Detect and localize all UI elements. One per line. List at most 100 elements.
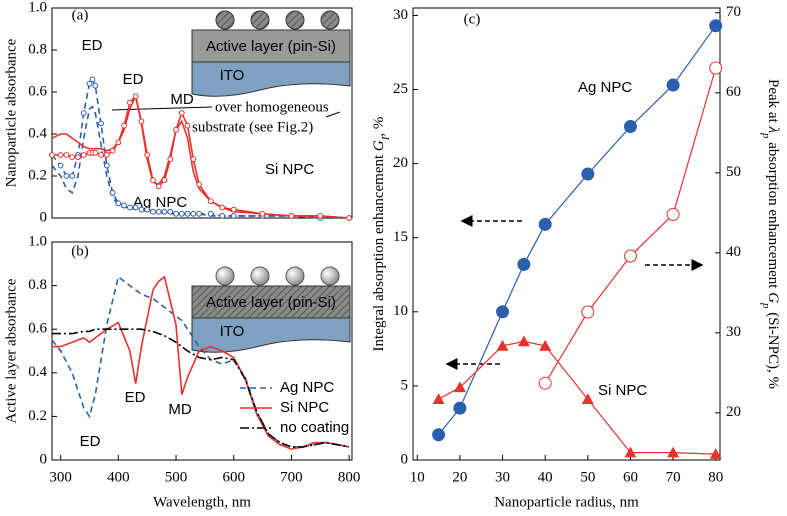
marker — [109, 189, 116, 196]
x-tick-label: 10 — [410, 469, 425, 485]
x-tick-label: 30 — [495, 469, 510, 485]
plot-frame — [51, 241, 353, 461]
marker — [121, 202, 128, 209]
marker — [178, 210, 185, 217]
y-tick-label: 0 — [40, 451, 48, 467]
y-tick-label: 0.8 — [28, 277, 47, 293]
panel-label: (a) — [72, 7, 89, 23]
y-axis-label: Active layer absorbance — [3, 278, 19, 423]
callout-line — [111, 106, 213, 111]
x-tick-label: 80 — [708, 469, 723, 485]
y-tick-label: 5 — [401, 377, 409, 393]
marker — [207, 210, 214, 217]
inset-layer: Active layer (pin-Si) — [206, 294, 336, 311]
marker — [132, 93, 139, 100]
annotation: ED — [82, 37, 103, 54]
label-part: Integral absorption enhancement — [371, 151, 387, 351]
marker — [196, 181, 203, 188]
marker — [184, 122, 191, 129]
x-axis-label: Nanoparticle radius, nm — [494, 494, 639, 510]
label-part: (Si-NPC), % — [765, 309, 781, 389]
y2-tick-label: 50 — [726, 164, 741, 180]
marker — [86, 80, 93, 87]
marker — [167, 156, 174, 163]
marker — [196, 210, 203, 217]
x-axis-label: Wavelength, nm — [153, 494, 251, 510]
x-tick-label: 400 — [107, 469, 130, 485]
marker — [132, 204, 139, 211]
x-tick-label: 500 — [165, 469, 188, 485]
marker — [109, 147, 116, 154]
marker — [219, 204, 226, 211]
marker — [144, 206, 151, 213]
series-line — [438, 340, 716, 455]
marker — [207, 198, 214, 205]
marker — [666, 78, 680, 92]
marker — [230, 206, 237, 213]
marker — [126, 204, 133, 211]
marker — [80, 152, 87, 158]
marker — [496, 339, 509, 351]
label-part: G — [371, 140, 387, 151]
marker — [80, 110, 87, 116]
y-tick-label: 10 — [393, 303, 408, 319]
y-tick-label: 30 — [393, 7, 408, 23]
series-line — [544, 67, 717, 384]
y-tick-label: 0.2 — [28, 167, 47, 183]
marker — [57, 152, 64, 158]
y2-tick-label: 70 — [726, 4, 741, 20]
label-part: I — [380, 135, 392, 141]
inset-layer: Active layer (pin-Si) — [206, 38, 336, 55]
y2-tick-label: 30 — [726, 324, 741, 340]
y-tick-label: 15 — [393, 229, 408, 245]
panel-label: (b) — [71, 243, 89, 259]
marker — [539, 339, 552, 351]
x-tick-label: 800 — [338, 469, 361, 485]
marker — [69, 154, 76, 161]
label-part: , % — [371, 117, 387, 137]
marker — [709, 448, 722, 459]
marker — [126, 99, 133, 106]
marker — [103, 152, 110, 158]
marker — [150, 208, 156, 215]
y-tick-label: 1.0 — [28, 0, 47, 15]
label-part: Peak at — [765, 79, 781, 126]
marker — [581, 167, 595, 181]
marker — [432, 393, 445, 405]
y-tick-label: 0.4 — [28, 364, 47, 380]
y-tick-label: 25 — [393, 81, 408, 97]
marker — [178, 110, 185, 116]
marker — [666, 207, 680, 221]
callout-line — [325, 111, 341, 118]
series-line — [52, 94, 350, 219]
annotation: MD — [170, 91, 193, 108]
legend-label: Si NPC — [280, 399, 329, 416]
y2-axis-label: Peak at λp absorption enhancement Gp (Si… — [760, 79, 780, 389]
marker — [92, 150, 99, 156]
series-label: Ag NPC — [578, 79, 632, 96]
series-line — [51, 105, 350, 219]
marker — [317, 213, 324, 219]
annotation: ED — [123, 71, 144, 88]
y-tick-label: 0 — [401, 451, 409, 467]
series-label: Ag NPC — [133, 194, 187, 211]
marker — [92, 82, 99, 89]
x-tick-label: 700 — [280, 469, 303, 485]
marker — [57, 162, 64, 169]
marker — [115, 200, 122, 207]
legend-label: no coating — [280, 419, 349, 436]
marker — [161, 177, 168, 184]
marker — [581, 393, 594, 405]
marker — [219, 213, 226, 219]
marker — [63, 152, 70, 158]
marker — [69, 173, 76, 179]
marker — [624, 446, 637, 458]
marker — [161, 208, 168, 215]
marker — [288, 213, 295, 219]
marker — [121, 122, 128, 129]
series-label: Si NPC — [598, 382, 647, 399]
y-tick-label: 20 — [393, 155, 408, 171]
legend-label: Ag NPC — [280, 379, 334, 396]
y-tick-label: 0.6 — [28, 321, 47, 337]
marker — [155, 208, 162, 215]
